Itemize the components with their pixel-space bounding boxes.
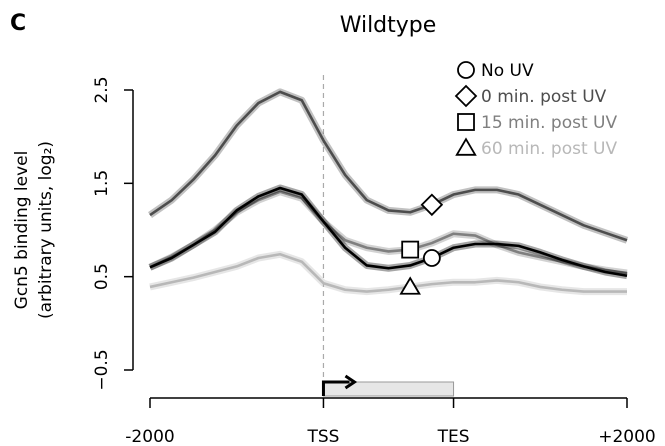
line-marker xyxy=(401,240,420,259)
y-tick-label: −0.5 xyxy=(92,349,112,390)
gene-body xyxy=(322,381,455,397)
legend-label: No UV xyxy=(481,61,534,81)
x-tick-label: +2000 xyxy=(598,427,656,446)
y-tick-label: 1.5 xyxy=(92,170,112,197)
y-axis-label: (arbitrary units, log₂) xyxy=(36,141,56,319)
panel-label: C xyxy=(10,11,26,36)
line xyxy=(149,252,627,293)
y-tick-label: 0.5 xyxy=(92,263,112,290)
legend-label: 60 min. post UV xyxy=(481,139,617,159)
chart-title: Wildtype xyxy=(340,13,437,38)
y-axis-label: Gcn5 binding level xyxy=(12,151,32,310)
y-tick-label: 2.5 xyxy=(92,76,112,103)
legend-marker xyxy=(454,84,478,108)
legend-marker xyxy=(457,113,475,131)
x-tick-label: -2000 xyxy=(125,427,174,446)
tss-arrow xyxy=(321,380,350,396)
x-tick-label: TSS xyxy=(306,427,339,446)
legend-label: 15 min. post UV xyxy=(481,113,617,133)
line-marker xyxy=(399,276,421,295)
legend-label: 0 min. post UV xyxy=(481,87,607,107)
x-tick-label: TES xyxy=(437,427,470,446)
legend-marker xyxy=(457,61,475,79)
line-marker xyxy=(420,193,444,217)
line xyxy=(149,186,628,278)
tss-arrowhead xyxy=(344,374,358,390)
line xyxy=(149,90,628,242)
line-marker xyxy=(422,249,441,267)
legend-marker xyxy=(455,137,477,156)
